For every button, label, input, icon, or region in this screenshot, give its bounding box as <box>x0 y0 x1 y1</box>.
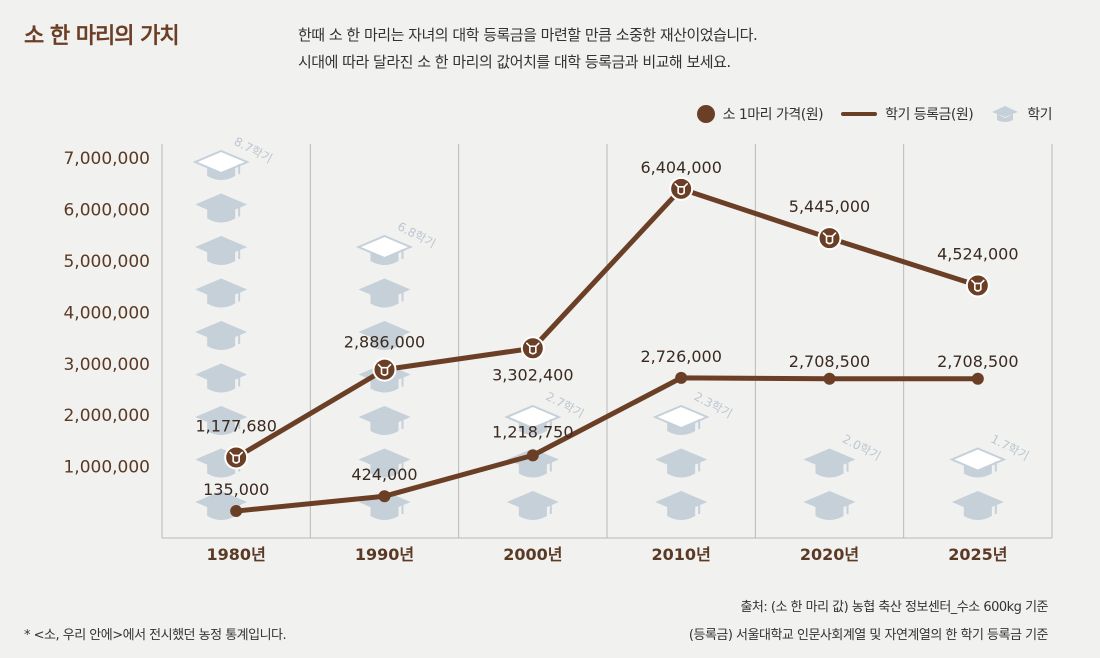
y-tick-label: 5,000,000 <box>63 252 150 272</box>
cow-head-icon <box>526 342 540 355</box>
graduation-cap-icon <box>506 491 559 520</box>
graduation-cap-icon <box>195 406 248 435</box>
tuition-data-label: 424,000 <box>351 465 417 484</box>
graduation-cap-icon <box>195 236 248 265</box>
graduation-cap-icon <box>195 278 248 308</box>
graduation-cap-icon <box>358 321 411 350</box>
cattle-point <box>965 273 990 298</box>
x-tick-label: 2010년 <box>652 545 711 564</box>
tuition-point <box>823 372 836 385</box>
tuition-data-label: 1,218,750 <box>492 422 573 441</box>
source-cattle: 출처: (소 한 마리 값) 농협 축산 정보센터_수소 600kg 기준 <box>740 600 1048 615</box>
y-tick-label: 6,000,000 <box>63 201 150 221</box>
cattle-point <box>372 357 397 382</box>
graduation-cap-icon <box>803 491 856 520</box>
graduation-cap-icon <box>358 448 411 478</box>
tuition-data-label: 2,708,500 <box>937 352 1018 371</box>
legend-label-tuition: 학기 등록금(원) <box>885 107 974 123</box>
graduation-cap-icon <box>358 406 411 435</box>
cattle-point <box>817 226 842 251</box>
cattle-point <box>224 445 249 470</box>
description: 한때 소 한 마리는 자녀의 대학 등록금을 마련할 만큼 소중한 재산이었습니… <box>298 22 758 76</box>
legend-label-cattle: 소 1마리 가격(원) <box>722 107 824 123</box>
cow-head-icon <box>229 451 243 464</box>
tuition-data-label: 2,726,000 <box>640 347 721 366</box>
tuition-point <box>971 372 984 385</box>
cattle-marker-icon <box>696 105 715 123</box>
graduation-cap-icon <box>192 149 250 180</box>
tuition-point <box>675 371 688 384</box>
graduation-cap-icon <box>951 491 1004 520</box>
cattle-data-label: 6,404,000 <box>640 158 721 177</box>
y-tick-label: 2,000,000 <box>63 406 150 426</box>
cattle-series-line <box>234 186 979 460</box>
graduation-cap-icon <box>655 448 708 478</box>
graduation-cap-icon <box>195 363 248 393</box>
legend-item-semester: 학기 <box>991 104 1052 124</box>
cow-head-icon <box>674 183 688 196</box>
graduation-cap-icon <box>655 491 708 520</box>
graduation-cap-icon <box>195 193 248 223</box>
tuition-point <box>230 505 243 518</box>
x-tick-label: 1990년 <box>355 545 414 564</box>
y-tick-label: 4,000,000 <box>63 303 150 323</box>
graduation-cap-icon <box>504 404 562 435</box>
tuition-point <box>378 490 391 503</box>
cattle-data-label: 5,445,000 <box>789 197 870 216</box>
cattle-point <box>669 176 694 201</box>
cattle-data-label: 1,177,680 <box>195 416 276 435</box>
graduation-cap-icon <box>803 448 856 478</box>
legend-item-cattle: 소 1마리 가격(원) <box>696 104 824 124</box>
cattle-data-label: 4,524,000 <box>937 244 1018 263</box>
cattle-data-label: 2,886,000 <box>344 333 425 352</box>
y-tick-label: 3,000,000 <box>63 355 150 375</box>
cattle-point <box>520 336 545 361</box>
cow-head-icon <box>971 279 985 292</box>
graduation-cap-icon <box>992 106 1019 122</box>
x-tick-label: 1980년 <box>207 545 266 564</box>
description-line-2: 시대에 따라 달라진 소 한 마리의 값어치를 대학 등록금과 비교해 보세요. <box>298 53 731 71</box>
tuition-series-line <box>235 375 978 514</box>
graduation-cap-icon <box>195 321 248 350</box>
tuition-data-label: 2,708,500 <box>789 352 870 371</box>
cow-head-icon <box>377 363 392 376</box>
cow-head-icon <box>822 232 837 245</box>
tuition-data-label: 135,000 <box>203 480 269 499</box>
legend-label-semester: 학기 <box>1027 107 1052 123</box>
tuition-point <box>526 449 539 462</box>
x-tick-label: 2025년 <box>948 545 1007 564</box>
footer-note: * <소, 우리 안에>에서 전시했던 농정 통계입니다. <box>24 628 287 643</box>
line-chart: 7,000,000 6,000,000 5,000,000 4,000,000 3,00… <box>63 134 1053 564</box>
cattle-data-label: 3,302,400 <box>492 365 573 384</box>
graduation-cap-icon <box>652 404 710 435</box>
legend: 소 1마리 가격(원) 학기 등록금(원) 학기 <box>696 104 1052 124</box>
x-tick-label: 2020년 <box>800 545 859 564</box>
graduation-cap-icon <box>358 278 411 308</box>
description-line-1: 한때 소 한 마리는 자녀의 대학 등록금을 마련할 만큼 소중한 재산이었습니… <box>298 26 758 44</box>
x-tick-label: 2000년 <box>503 545 562 564</box>
graduation-cap-icon <box>355 234 414 265</box>
tuition-line-icon <box>841 112 878 116</box>
y-tick-label: 7,000,000 <box>63 149 150 169</box>
source-tuition: (등록금) 서울대학교 인문사회계열 및 자연계열의 한 학기 등록금 기준 <box>688 628 1049 643</box>
y-tick-label: 1,000,000 <box>63 458 150 478</box>
page-title: 소 한 마리의 가치 <box>24 24 180 49</box>
graduation-cap-icon <box>949 447 1007 478</box>
legend-item-tuition: 학기 등록금(원) <box>841 104 974 124</box>
